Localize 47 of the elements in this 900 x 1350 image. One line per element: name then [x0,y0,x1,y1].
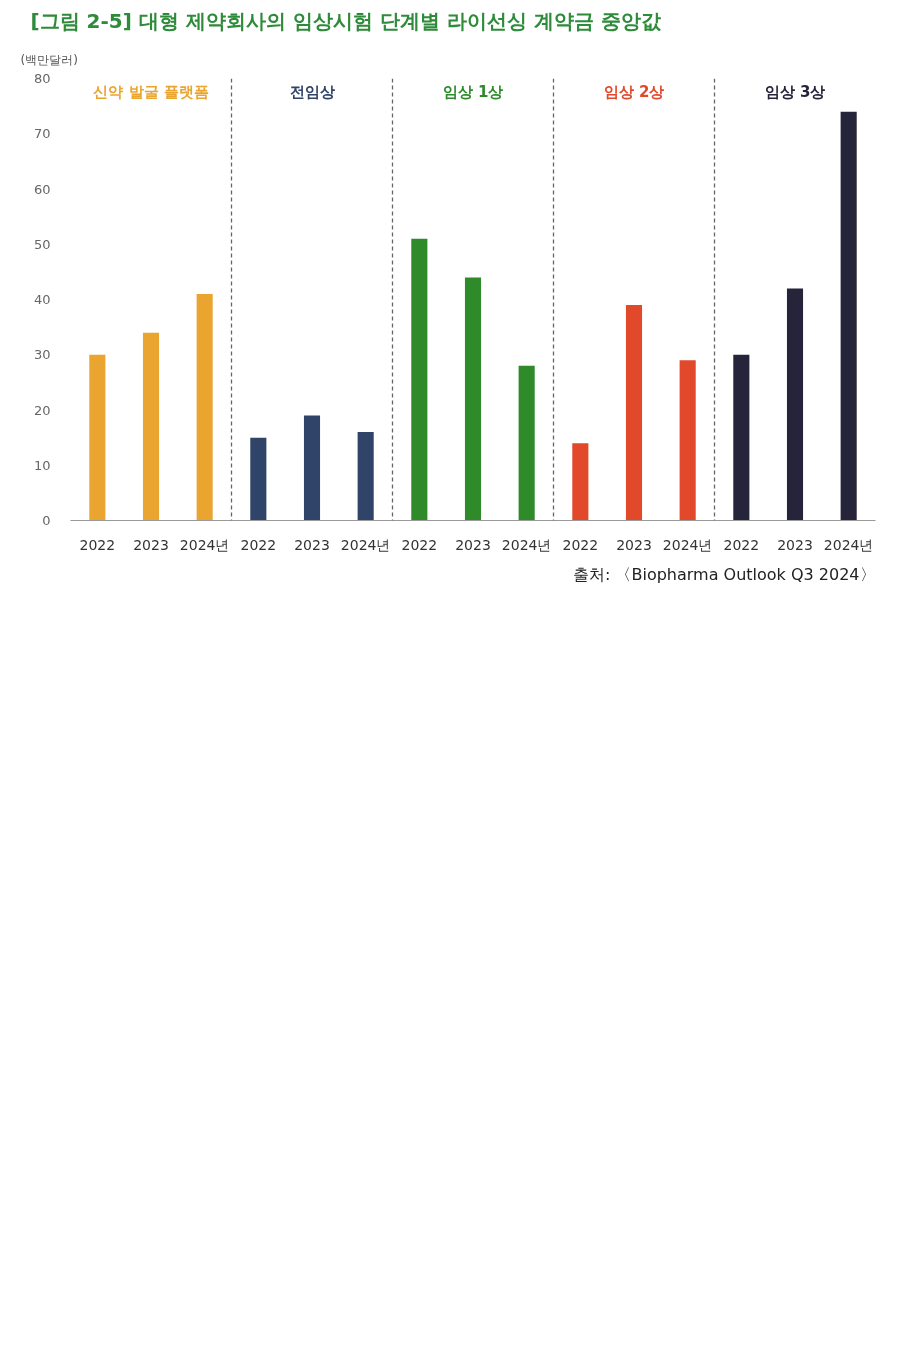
x-tick-label: 2023 [294,536,330,553]
bar [411,238,428,521]
source-note: 출처: 〈Biopharma Outlook Q3 2024〉 [572,564,876,584]
text: 임상 2상 [603,82,665,101]
y-tick-label: 10 [33,457,51,473]
bar [733,354,750,521]
bar [625,305,643,521]
y-tick-label: 30 [33,347,51,363]
y-tick-label: 60 [33,181,51,197]
y-tick-label: 50 [33,236,51,252]
x-tick-label: 2024년 [501,536,552,553]
text: 신약 발굴 플랫폼 [93,82,209,101]
bar [786,288,804,521]
x-tick-label: 2022 [562,536,599,553]
x-tick-label: 2023 [616,536,652,553]
x-tick-label: 2022 [723,536,760,553]
y-tick-label: 70 [33,126,51,142]
x-tick-label: 2022 [79,536,116,553]
bar [357,432,374,521]
y-tick-label: 0 [42,513,51,528]
bar [464,277,482,521]
bar [303,415,321,521]
bar [89,354,106,521]
text: 임상 1상 [442,82,504,101]
bar [196,293,213,521]
y-axis-title: (백만달러) [20,52,78,67]
y-tick-label: 40 [33,292,51,307]
x-tick-label: 2022 [240,536,277,553]
bar [142,332,160,521]
x-tick-label: 2023 [455,536,491,553]
bar [679,360,696,521]
x-tick-label: 2024년 [662,536,713,553]
x-tick-label: 2023 [777,536,813,553]
bar [250,437,267,521]
text: 전임상 [289,82,335,101]
y-tick-label: 20 [33,402,51,418]
bar [840,111,857,521]
y-tick-label: 80 [33,71,51,86]
x-tick-label: 2024년 [179,536,230,553]
bar [572,443,589,521]
bar [518,365,535,521]
x-tick-label: 2024년 [340,536,391,553]
x-tick-label: 2024년 [823,536,874,553]
x-tick-label: 2022 [401,536,438,553]
series-label: 임상 3상 [764,82,826,101]
chart-title: [그림 2-5] 대형 제약회사의 임상시험 단계별 라이선싱 계약금 중앙값 [30,8,662,33]
x-tick-label: 2023 [133,536,169,553]
